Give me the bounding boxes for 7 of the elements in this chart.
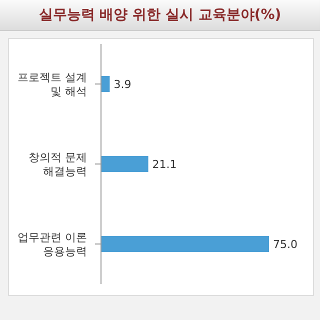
data-label: 75.0 xyxy=(273,238,298,251)
data-label: 3.9 xyxy=(114,78,132,91)
chart-title: 실무능력 배양 위한 실시 교육분야(%) xyxy=(0,0,320,31)
data-label: 21.1 xyxy=(152,158,177,171)
y-tick-label: 프로젝트 설계 및 해석 xyxy=(18,71,87,98)
y-tick-label: 업무관련 이론 응용능력 xyxy=(18,231,87,258)
y-tick-label: 창의적 문제 해결능력 xyxy=(28,151,87,178)
